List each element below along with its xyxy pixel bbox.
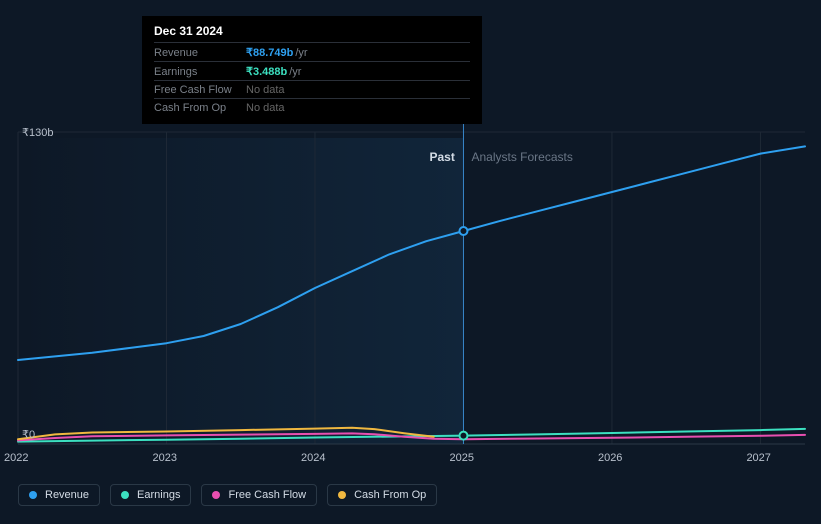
legend-label: Cash From Op: [354, 489, 426, 501]
legend-label: Earnings: [137, 489, 180, 501]
tooltip-row-label: Earnings: [154, 66, 246, 78]
legend-item-earnings[interactable]: Earnings: [110, 484, 191, 506]
marker-point-earnings: [459, 432, 467, 440]
legend-item-revenue[interactable]: Revenue: [18, 484, 100, 506]
legend-item-cfo[interactable]: Cash From Op: [327, 484, 437, 506]
tooltip-row-label: Revenue: [154, 47, 246, 59]
tooltip-row-nodata: No data: [246, 102, 285, 114]
tooltip-row: Earnings₹3.488b /yr: [154, 61, 470, 80]
tooltip-row-value: ₹3.488b: [246, 65, 287, 78]
y-axis-label-bottom: ₹0: [22, 428, 35, 441]
region-label-forecast: Analysts Forecasts: [471, 150, 572, 164]
legend-item-fcf[interactable]: Free Cash Flow: [201, 484, 317, 506]
x-tick-label: 2026: [598, 452, 622, 464]
earnings-revenue-chart: ₹130b ₹0 Past Analysts Forecasts 2022 202…: [0, 0, 821, 524]
legend-swatch: [121, 491, 129, 499]
region-label-past: Past: [429, 150, 454, 164]
x-tick-label: 2022: [4, 452, 28, 464]
tooltip-row-unit: /yr: [295, 47, 307, 59]
tooltip-row: Cash From OpNo data: [154, 98, 470, 116]
legend-swatch: [338, 491, 346, 499]
x-tick-label: 2024: [301, 452, 325, 464]
tooltip-row-unit: /yr: [289, 66, 301, 78]
legend-swatch: [29, 491, 37, 499]
chart-legend: Revenue Earnings Free Cash Flow Cash From O…: [18, 484, 437, 506]
tooltip-row-value: ₹88.749b: [246, 46, 293, 59]
marker-point-revenue: [459, 227, 467, 235]
tooltip-row-label: Free Cash Flow: [154, 84, 246, 96]
tooltip-row: Free Cash FlowNo data: [154, 80, 470, 98]
tooltip-row-nodata: No data: [246, 84, 285, 96]
chart-tooltip: Dec 31 2024 Revenue₹88.749b /yrEarnings₹…: [142, 16, 482, 124]
y-axis-label-top: ₹130b: [22, 126, 53, 139]
legend-label: Free Cash Flow: [228, 489, 306, 501]
legend-label: Revenue: [45, 489, 89, 501]
tooltip-row-label: Cash From Op: [154, 102, 246, 114]
tooltip-row: Revenue₹88.749b /yr: [154, 42, 470, 61]
legend-swatch: [212, 491, 220, 499]
tooltip-date: Dec 31 2024: [154, 24, 470, 38]
x-tick-label: 2027: [746, 452, 770, 464]
x-tick-label: 2025: [449, 452, 473, 464]
x-tick-label: 2023: [152, 452, 176, 464]
